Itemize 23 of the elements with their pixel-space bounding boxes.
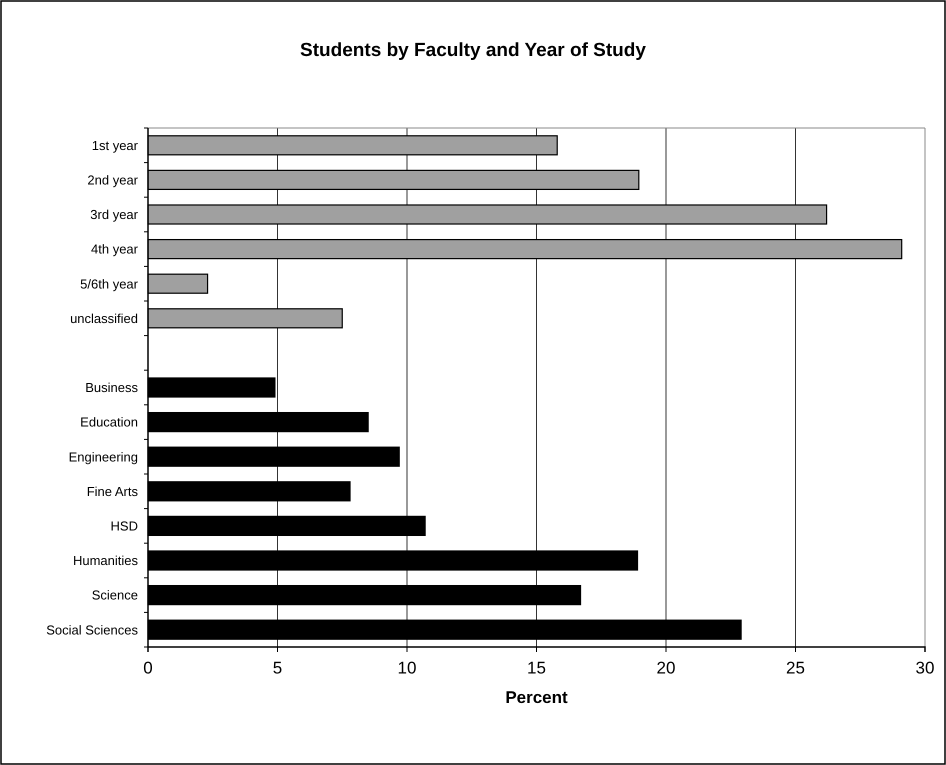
y-tick-label: Fine Arts: [86, 484, 138, 499]
chart-title: Students by Faculty and Year of Study: [300, 40, 646, 61]
x-axis-title: Percent: [505, 688, 568, 707]
y-tick-label: Business: [85, 380, 138, 396]
x-tick-label: 10: [398, 658, 416, 678]
x-tick-label: 30: [916, 658, 934, 678]
y-tick-label: 3rd year: [90, 207, 139, 222]
y-tick-label: HSD: [110, 518, 138, 534]
y-tick-label: 5/6th year: [80, 276, 139, 292]
x-tick-label: 0: [143, 658, 153, 678]
y-tick-label: 4th year: [91, 242, 139, 257]
y-tick-label: 1st year: [92, 138, 139, 153]
x-tick-label: 20: [656, 658, 676, 678]
y-tick-label: Humanities: [72, 553, 138, 568]
x-tick-label: 25: [786, 658, 805, 678]
x-tick-label: 5: [272, 658, 282, 678]
y-tick-label: 2nd year: [87, 172, 139, 188]
y-tick-label: Engineering: [68, 449, 138, 464]
y-tick-label: Education: [80, 414, 138, 430]
y-tick-label: Social Sciences: [46, 622, 138, 638]
y-tick-label: unclassified: [70, 310, 138, 326]
x-tick-label: 15: [527, 658, 546, 678]
y-tick-label: Science: [92, 588, 138, 603]
